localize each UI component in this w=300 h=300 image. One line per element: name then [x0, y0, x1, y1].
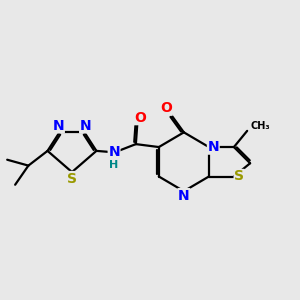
Text: N: N [108, 146, 120, 159]
Text: H: H [110, 160, 119, 170]
Text: O: O [160, 101, 172, 115]
Text: S: S [234, 169, 244, 184]
Text: N: N [52, 119, 64, 133]
Text: N: N [178, 189, 190, 202]
Text: N: N [80, 119, 91, 133]
Text: O: O [134, 111, 146, 124]
Text: CH₃: CH₃ [250, 122, 270, 131]
Text: N: N [208, 140, 219, 154]
Text: S: S [67, 172, 77, 186]
